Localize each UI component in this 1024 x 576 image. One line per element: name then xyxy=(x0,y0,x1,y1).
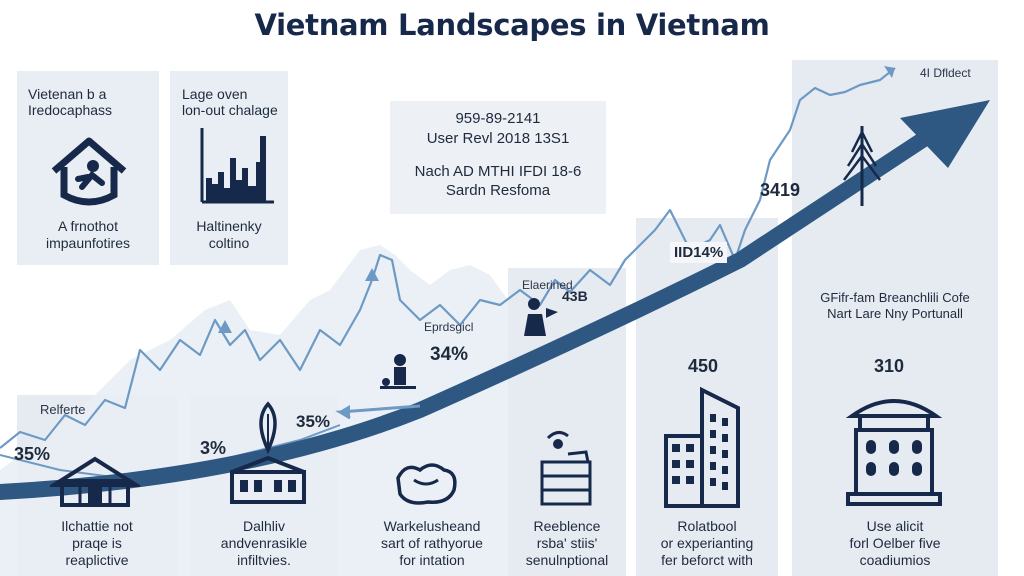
bottom-card-5-value: 450 xyxy=(688,356,719,376)
bottom-card-6-value: 310 xyxy=(874,356,905,376)
top-card-1-caption-line-2: impaunfotires xyxy=(45,235,131,251)
bottom-card-2-caption-line-2: andvenrasikle xyxy=(220,535,308,551)
value-34-percent: 34% xyxy=(430,344,469,365)
bottom-card-2-side-value: 35% xyxy=(296,412,331,431)
bottom-card-2-caption-line-1: Dalhliv xyxy=(242,518,285,534)
leaf-factory-icon xyxy=(230,401,306,504)
bottom-card-2-value: 3% xyxy=(200,438,227,458)
bottom-card-1-caption-line-3: reaplictive xyxy=(65,552,129,568)
label-elaerined: Elaerined xyxy=(522,278,573,292)
pine-tree-icon xyxy=(843,126,881,206)
top-right-label: 4I Dfldect xyxy=(920,66,971,80)
growth-arrow xyxy=(0,127,938,500)
crate-stack-icon xyxy=(540,431,592,506)
label-eprdsgicl: Eprdsgicl xyxy=(424,320,474,334)
temple-gate-icon xyxy=(50,456,140,507)
column-panel-3 xyxy=(792,60,998,576)
bottom-card-6-caption-line-1: Use alicit xyxy=(866,518,924,534)
bottom-card-5-caption-line-2: or experianting xyxy=(660,535,754,551)
house-with-person-icon xyxy=(51,137,127,206)
bottom-card-6-caption-line-3: coadiumios xyxy=(859,552,931,568)
top-card-2-caption-line-2: coltino xyxy=(208,235,250,251)
top-card-1-heading-line-2: Iredocaphass xyxy=(28,102,113,118)
wavy-trend-line xyxy=(0,67,896,449)
top-card-2-caption-line-1: Haltinenky xyxy=(196,218,262,234)
bottom-card-1-value: 35% xyxy=(14,444,51,464)
top-card-1-heading-line-1: Vietenan b a xyxy=(28,86,107,102)
info-box-line-1: 959-89-2141 xyxy=(455,110,541,127)
page-title: Vietnam Landscapes in Vietnam xyxy=(254,8,770,42)
bottom-card-5-caption-line-1: Rolatbool xyxy=(677,518,737,534)
bottom-card-3-caption-line-2: sart of rathyorue xyxy=(381,535,483,551)
top-card-2-heading-line-2: lon-out chalage xyxy=(182,102,278,118)
bottom-card-1-caption-line-1: Ilchattie not xyxy=(61,518,133,534)
tower-buildings-icon xyxy=(664,386,740,508)
top-card-2-heading-line-1: Lage oven xyxy=(182,86,248,102)
bottom-card-1-label: Relferte xyxy=(40,402,86,417)
bottom-card-3-caption-line-1: Warkelusheand xyxy=(383,518,481,534)
info-box-line-4: Nach AD MTHI IFDI 18-6 xyxy=(414,163,582,180)
label-gfit-line-1: GFifr-fam Breanchlili Cofe xyxy=(820,290,970,305)
value-3419: 3419 xyxy=(760,180,801,200)
label-gfit-line-2: Nart Lare Nny Portunall xyxy=(827,306,963,321)
bottom-card-4-caption-line-3: senulnptional xyxy=(525,552,609,568)
value-id14: IID14% xyxy=(670,242,728,263)
bottom-card-6-caption-line-2: forl Oelber five xyxy=(849,535,941,551)
bottom-card-3-caption-line-3: for intation xyxy=(399,552,465,568)
bottom-card-2-caption-line-3: infiltvies. xyxy=(237,552,291,568)
info-box-line-2: User Revl 2018 13S1 xyxy=(426,130,570,147)
top-card-challenge xyxy=(170,71,288,265)
hands-icon xyxy=(396,463,457,505)
bottom-card-1-caption-line-2: praqe is xyxy=(72,535,122,551)
city-bar-chart-icon xyxy=(200,128,274,204)
pagoda-building-icon xyxy=(845,399,943,506)
bottom-card-4-caption-line-1: Reeblence xyxy=(533,518,601,534)
info-box-line-5: Sardn Resfoma xyxy=(445,182,551,199)
bottom-card-5-caption-line-3: fer beforct with xyxy=(661,552,753,568)
people-figure-icon xyxy=(380,354,416,389)
bottom-card-4-caption-line-2: rsba' stiis' xyxy=(536,535,598,551)
top-card-1-caption-line-1: A frnothot xyxy=(58,218,118,234)
info-box xyxy=(390,101,606,214)
value-43b: 43B xyxy=(562,288,588,304)
flag-person-icon xyxy=(524,298,558,336)
